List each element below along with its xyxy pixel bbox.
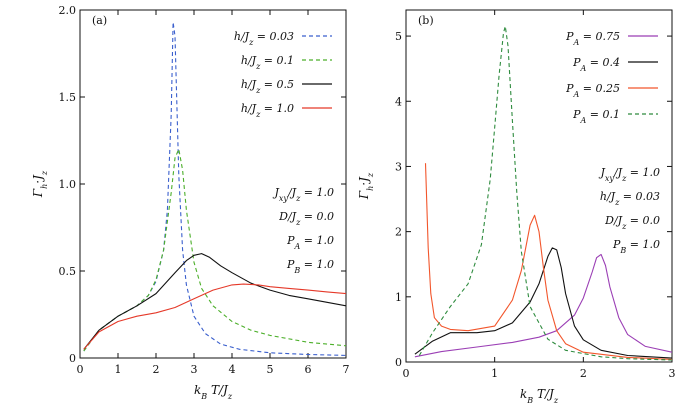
- panel-b: 0 1 2 3 0 1 2 3 4 5 kB T/Jz Γh·Jz (b) PA = 0.75 PA = 0…: [357, 9, 676, 405]
- x-tick-label: 6: [305, 363, 312, 376]
- x-tick-label: 2: [153, 363, 160, 376]
- annotation: D/Jz = 0.0: [604, 214, 660, 231]
- annotation: Jxy/Jz = 1.0: [598, 166, 660, 183]
- y-tick-label: 2.0: [59, 4, 77, 17]
- legend-label: PA = 0.25: [565, 82, 620, 99]
- annotation: PA = 1.0: [286, 234, 334, 251]
- series-line: [83, 148, 346, 352]
- plot-frame: [405, 9, 673, 363]
- x-tick-label: 7: [343, 363, 350, 376]
- y-tick-label: 1.5: [59, 91, 77, 104]
- legend-label: PA = 0.75: [565, 30, 620, 47]
- series-line: [424, 163, 672, 360]
- x-tick-label: 3: [669, 367, 676, 380]
- annotation: PB = 1.0: [612, 238, 660, 255]
- y-tick-label: 3: [395, 160, 402, 173]
- x-tick-label: 1: [491, 367, 498, 380]
- series-line: [414, 253, 672, 358]
- annotation: Jxy/Jz = 1.0: [272, 186, 334, 203]
- series-line: [83, 253, 346, 350]
- legend-label: h/Jz = 0.1: [241, 54, 294, 71]
- legend-label: PA = 0.4: [572, 56, 620, 73]
- y-axis-label: Γh·Jz: [357, 172, 375, 200]
- x-tick-label: 2: [580, 367, 587, 380]
- legend-label: h/Jz = 1.0: [241, 102, 294, 119]
- y-tick-label: 2: [395, 226, 402, 239]
- x-tick-label: 3: [191, 363, 198, 376]
- y-tick-label: 0: [69, 352, 76, 365]
- y-tick-label: 1.0: [59, 178, 77, 191]
- y-tick-label: 0.5: [59, 265, 77, 278]
- legend-label: h/Jz = 0.5: [241, 78, 294, 95]
- panel-label: (a): [92, 14, 107, 27]
- y-tick-label: 1: [395, 291, 402, 304]
- x-axis-label: kB T/Jz: [194, 383, 233, 401]
- panel-label: (b): [418, 14, 434, 27]
- y-tick-label: 4: [395, 95, 402, 108]
- annotation: D/Jz = 0.0: [278, 210, 334, 227]
- x-axis-label: kB T/Jz: [520, 387, 559, 405]
- x-tick-label: 5: [267, 363, 274, 376]
- series-line: [83, 283, 346, 350]
- annotation: h/Jz = 0.03: [600, 190, 660, 207]
- x-tick-label: 1: [115, 363, 122, 376]
- series-line: [414, 247, 672, 359]
- x-tick-label: 0: [403, 367, 410, 380]
- series-line: [418, 25, 672, 361]
- x-tick-label: 0: [77, 363, 84, 376]
- x-tick-label: 4: [229, 363, 236, 376]
- legend-label: h/Jz = 0.03: [234, 30, 294, 47]
- panel-a: 0 1 2 3 4 5 6 7 0 0.5 1.0 1.5 2.0 kB T/Jz Γh·Jz (a) h/Jz…: [31, 4, 350, 401]
- y-axis-label: Γh·Jz: [31, 170, 49, 198]
- legend-label: PA = 0.1: [572, 108, 620, 125]
- annotation: PB = 1.0: [286, 258, 334, 275]
- y-tick-label: 0: [395, 356, 402, 369]
- y-tick-label: 5: [395, 30, 402, 43]
